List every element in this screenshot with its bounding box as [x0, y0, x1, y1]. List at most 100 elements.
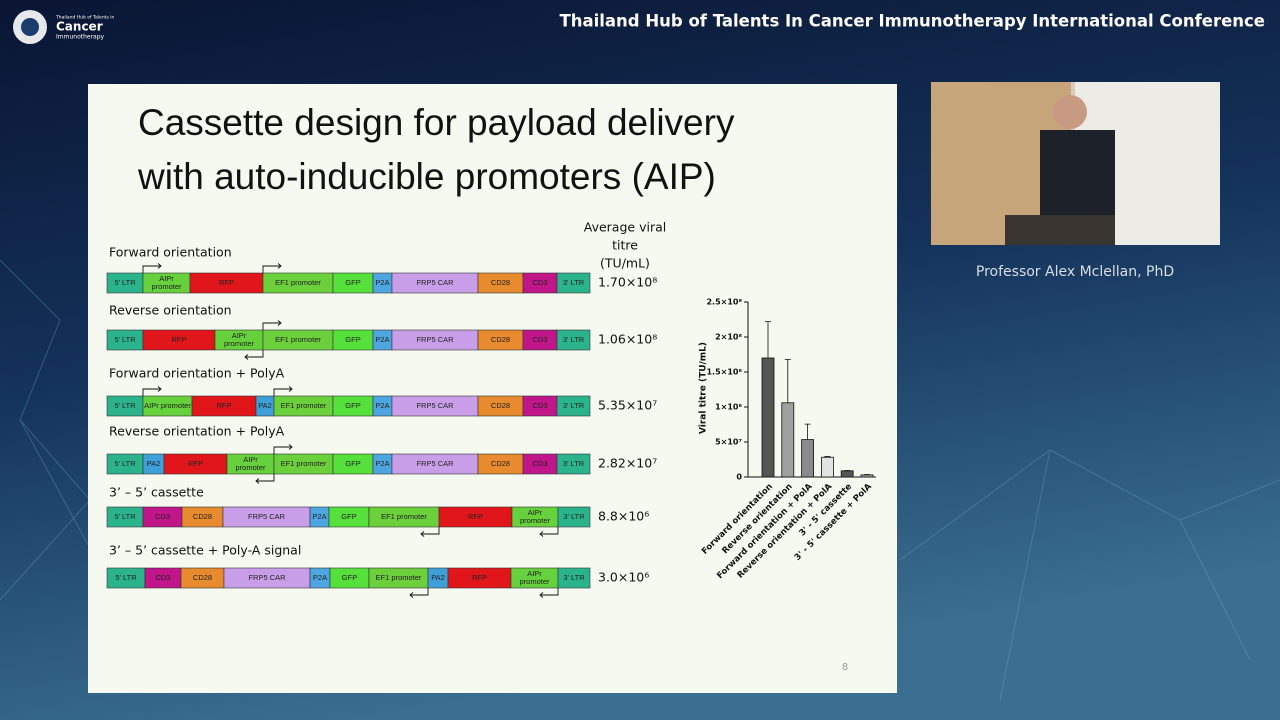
- bar: [801, 439, 814, 478]
- y-tick-label: 5×10⁷: [715, 438, 742, 447]
- error-bar: [784, 359, 791, 403]
- segment-label: CD28: [491, 459, 510, 468]
- segment-label: AIPr promoter: [235, 455, 266, 472]
- bar: [781, 402, 795, 478]
- promoter-arrow: [142, 386, 162, 396]
- segment-label: P2A: [375, 278, 389, 287]
- segment-label: 5' LTR: [114, 401, 136, 410]
- segment-label: CD28: [491, 401, 510, 410]
- segment-label: AIPr promoter: [519, 569, 550, 586]
- segment-label: AIPr promoter: [224, 331, 255, 348]
- error-bar: [824, 456, 831, 458]
- segment-label: 3' LTR: [563, 401, 585, 410]
- segment-label: GFP: [345, 459, 360, 468]
- segment-label: EF1 promoter: [376, 573, 422, 582]
- titre-header: titre: [612, 238, 638, 253]
- speaker-caption: Professor Alex Mclellan, PhD: [976, 264, 1174, 280]
- promoter-arrow: [262, 263, 282, 273]
- segment-label: PA2: [431, 573, 445, 582]
- segment-label: PA2: [147, 459, 161, 468]
- error-bar: [804, 423, 811, 440]
- page-number: 8: [842, 662, 848, 673]
- titre-value: 1.06×10⁸: [598, 332, 657, 347]
- segment-label: GFP: [345, 335, 360, 344]
- logo-mark: [21, 18, 39, 36]
- segment-label: FRP5 CAR: [416, 335, 454, 344]
- promoter-arrow: [539, 588, 559, 598]
- segment-label: 5' LTR: [114, 335, 136, 344]
- promoter-arrow: [262, 320, 282, 330]
- segment-label: CD28: [193, 512, 212, 521]
- segment-label: 5' LTR: [114, 278, 136, 287]
- promoter-arrow: [539, 527, 559, 537]
- cassette-segment: [556, 329, 591, 351]
- cassette-segment: [557, 567, 591, 589]
- titre-header: (TU/mL): [600, 256, 650, 271]
- segment-label: RFP: [219, 278, 234, 287]
- segment-label: RFP: [188, 459, 203, 468]
- promoter-arrow: [273, 444, 293, 454]
- cassette-label: Reverse orientation + PolyA: [109, 424, 285, 439]
- promoter-arrow: [273, 386, 293, 396]
- segment-label: EF1 promoter: [275, 278, 321, 287]
- segment-label: CD3: [532, 335, 547, 344]
- segment-label: CD3: [532, 278, 547, 287]
- bar: [860, 474, 874, 478]
- promoter-arrow: [244, 350, 264, 360]
- segment-label: GFP: [342, 573, 357, 582]
- titre-header: Average viral: [584, 220, 666, 235]
- cassette-segment: [556, 453, 591, 475]
- segment-label: CD3: [532, 459, 547, 468]
- segment-label: 5' LTR: [114, 512, 136, 521]
- logo-main: Cancer: [56, 20, 103, 34]
- y-tick-label: 2×10⁸: [715, 333, 742, 342]
- cassette-label: Reverse orientation: [109, 303, 232, 318]
- segment-label: 3' LTR: [563, 278, 585, 287]
- bar: [821, 456, 834, 478]
- segment-label: RFP: [472, 573, 487, 582]
- bar: [761, 357, 775, 478]
- segment-label: EF1 promoter: [281, 459, 327, 468]
- segment-label: CD28: [491, 335, 510, 344]
- slide-title: with auto-inducible promoters (AIP): [137, 156, 716, 197]
- segment-label: RFP: [217, 401, 232, 410]
- segment-label: RFP: [468, 512, 483, 521]
- segment-label: CD28: [193, 573, 212, 582]
- segment-label: FRP5 CAR: [416, 278, 454, 287]
- cassette-label: Forward orientation: [109, 245, 232, 260]
- logo-sub: Immunotherapy: [56, 34, 105, 41]
- promoter-arrow: [409, 588, 429, 598]
- titre-value: 1.70×10⁸: [598, 275, 657, 290]
- cassette-label: Forward orientation + PolyA: [109, 366, 285, 381]
- network-decoration: [0, 259, 1280, 701]
- segment-label: EF1 promoter: [381, 512, 427, 521]
- y-tick-label: 2.5×10⁸: [706, 298, 742, 307]
- segment-label: GFP: [345, 278, 360, 287]
- segment-label: GFP: [345, 401, 360, 410]
- titre-value: 5.35×10⁷: [598, 398, 657, 413]
- promoter-arrow: [142, 263, 162, 273]
- segment-label: FRP5 CAR: [416, 459, 454, 468]
- titre-value: 3.0×10⁶: [598, 570, 649, 585]
- titre-value: 2.82×10⁷: [598, 456, 657, 471]
- segment-label: RFP: [172, 335, 187, 344]
- segment-label: AIPr promoter: [520, 508, 551, 525]
- y-tick-label: 1×10⁸: [715, 403, 742, 412]
- cassette-segment: [556, 395, 591, 417]
- promoter-arrow: [255, 474, 275, 484]
- y-tick-label: 0: [736, 473, 742, 482]
- segment-label: EF1 promoter: [281, 401, 327, 410]
- segment-label: CD3: [155, 573, 170, 582]
- cassette-label: 3’ – 5’ cassette: [109, 485, 204, 500]
- logo-top: Thailand Hub of Talents in: [55, 15, 114, 21]
- segment-label: CD28: [491, 278, 510, 287]
- segment-label: P2A: [375, 335, 389, 344]
- segment-label: FRP5 CAR: [248, 573, 286, 582]
- conference-title: Thailand Hub of Talents In Cancer Immuno…: [559, 12, 1265, 31]
- segment-label: EF1 promoter: [275, 335, 321, 344]
- segment-label: P2A: [312, 512, 326, 521]
- segment-label: 3' LTR: [563, 335, 585, 344]
- segment-label: GFP: [341, 512, 356, 521]
